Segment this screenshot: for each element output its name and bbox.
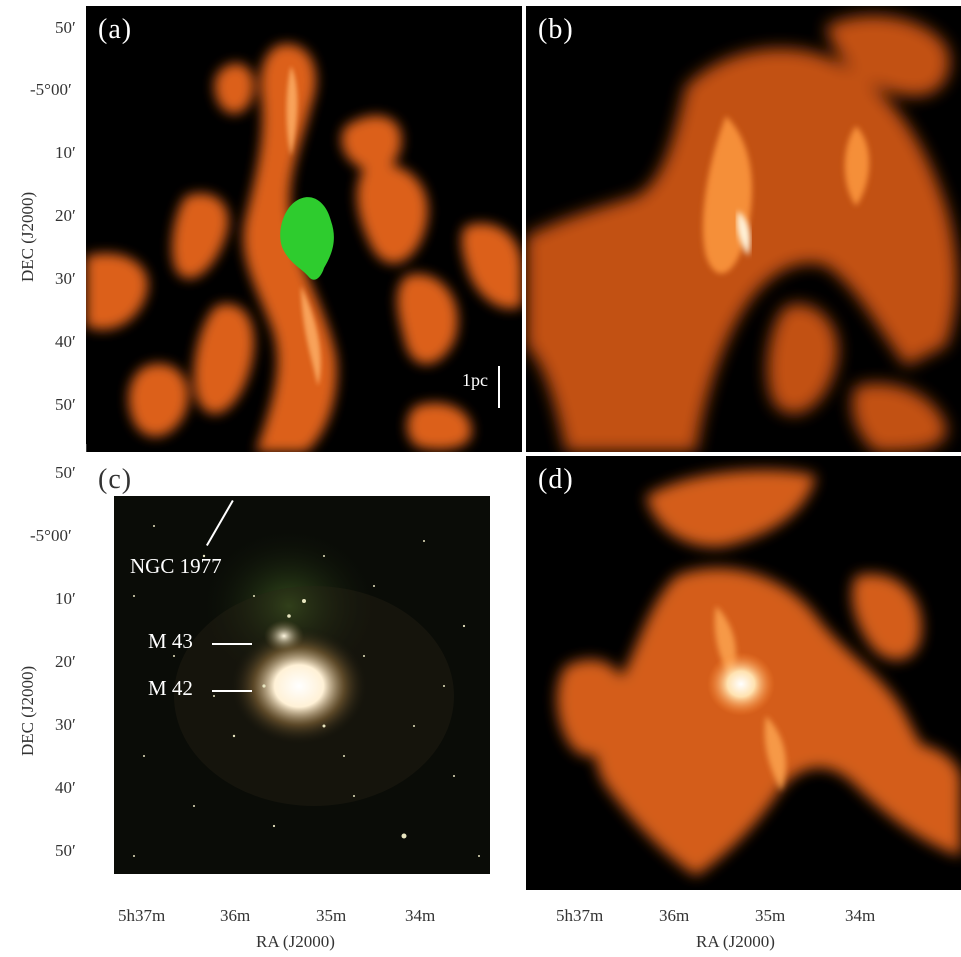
ra-tick-label: 36m — [220, 906, 251, 925]
m43-pointer-line — [212, 643, 252, 645]
dec-tick-label: 30′ — [55, 269, 76, 288]
ra-axis-title-left: RA (J2000) — [256, 932, 335, 951]
ra-tick-label: 5h37m — [118, 906, 166, 925]
scale-bar-label: 1pc — [462, 370, 488, 390]
panel-d-image: (d) — [526, 456, 961, 890]
panel-c-label: (c) — [98, 464, 133, 495]
panel-c-optical-image — [114, 496, 490, 874]
scale-bar — [498, 366, 500, 408]
dec-tick-label: 30′ — [55, 715, 76, 734]
panel-a-emission-map — [86, 6, 522, 452]
ra-tick-label: 34m — [405, 906, 436, 925]
bright-core — [707, 652, 775, 716]
dec-tick-label: 50′ — [55, 395, 76, 414]
dec-tick-label: -5°00′ — [30, 80, 72, 99]
ra-tick-label: 36m — [659, 906, 690, 925]
dec-tick-label: 10′ — [55, 143, 76, 162]
dec-tick-label: 20′ — [55, 652, 76, 671]
panel-b-emission-map — [526, 6, 961, 452]
ra-tick-label: 34m — [845, 906, 876, 925]
ra-tick-label: 5h37m — [556, 906, 604, 925]
panel-a-label: (a) — [98, 14, 133, 45]
panel-d-emission-map — [526, 456, 961, 890]
ra-tick-label: 35m — [316, 906, 347, 925]
ngc1977-label: NGC 1977 — [130, 554, 222, 578]
dec-tick-label: 50′ — [55, 18, 76, 37]
m43-label: M 43 — [148, 629, 193, 653]
dec-tick-label: 50′ — [55, 463, 76, 482]
dec-axis-title-top: DEC (J2000) — [18, 191, 37, 282]
dec-tick-label: 20′ — [55, 206, 76, 225]
dec-tick-label: 40′ — [55, 778, 76, 797]
bright-ridge — [736, 211, 751, 256]
dec-tick-label: 40′ — [55, 332, 76, 351]
panel-c-image — [114, 496, 490, 874]
ra-axis-title-right: RA (J2000) — [696, 932, 775, 951]
green-region-marker — [280, 197, 334, 280]
m42-pointer-line — [212, 690, 252, 692]
panel-a-image: (a) 1pc — [86, 6, 522, 452]
panel-b-label: (b) — [538, 14, 574, 45]
dec-tick-label: -5°00′ — [30, 526, 72, 545]
dec-axis-title-bottom: DEC (J2000) — [18, 665, 37, 756]
panel-c-frame: (c) NGC 1977 M 43 M 42 — [86, 456, 522, 890]
m42-label: M 42 — [148, 676, 193, 700]
ra-tick-label: 35m — [755, 906, 786, 925]
dec-tick-label: 10′ — [55, 589, 76, 608]
dec-tick-label: 50′ — [55, 841, 76, 860]
panel-b-image: (b) — [526, 6, 961, 452]
panel-d-label: (d) — [538, 464, 574, 495]
